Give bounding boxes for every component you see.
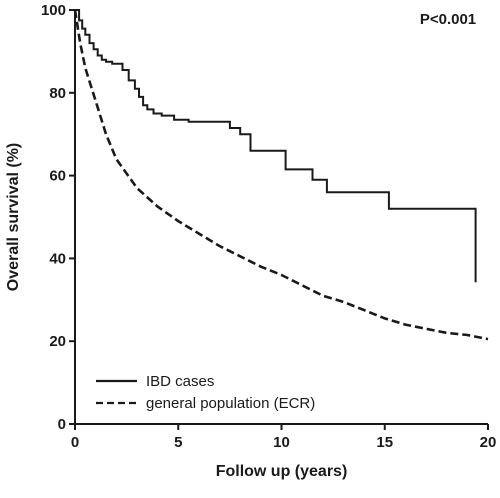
x-tick-label: 5 <box>174 434 182 451</box>
y-tick-label: 40 <box>49 250 66 267</box>
axes <box>74 10 488 425</box>
x-axis-title: Follow up (years) <box>216 463 348 480</box>
y-tick-label: 80 <box>49 85 66 102</box>
x-tick-label: 20 <box>480 434 497 451</box>
x-ticks: 0 5 10 15 20 <box>71 424 497 451</box>
legend-label-ibd-cases: IBD cases <box>146 373 214 390</box>
x-tick-label: 10 <box>273 434 290 451</box>
legend: IBD cases general population (ECR) <box>96 373 315 412</box>
p-value-annotation: P<0.001 <box>420 11 476 28</box>
y-tick-label: 20 <box>49 333 66 350</box>
series-group <box>73 9 489 341</box>
y-axis-title: Overall survival (%) <box>5 143 22 292</box>
y-tick-label: 60 <box>49 168 66 185</box>
x-tick-label: 15 <box>376 434 393 451</box>
series-line-general-population <box>73 9 489 341</box>
legend-label-general-population: general population (ECR) <box>146 395 315 412</box>
series-line-ibd-cases <box>75 9 477 283</box>
y-ticks: 0 20 40 60 80 100 <box>41 2 75 433</box>
y-tick-label: 0 <box>58 416 66 433</box>
x-tick-label: 0 <box>71 434 79 451</box>
y-tick-label: 100 <box>41 2 66 19</box>
